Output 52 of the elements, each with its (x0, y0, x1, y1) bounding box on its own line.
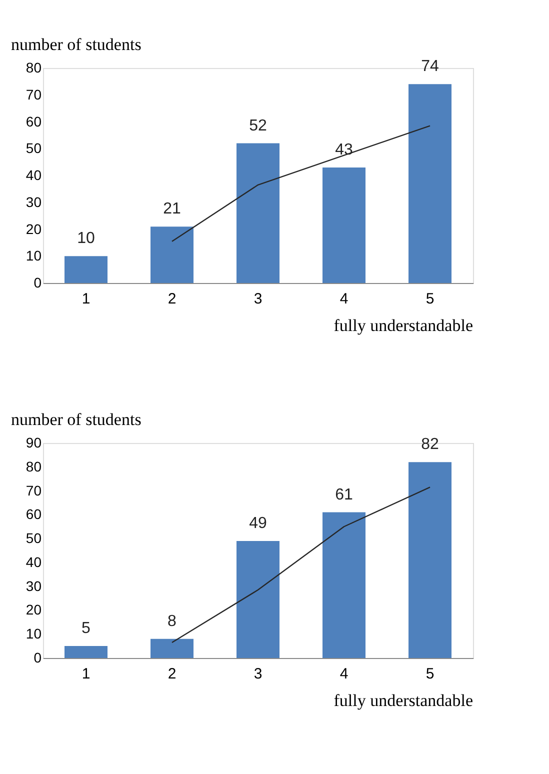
x-tick-label: 2 (168, 666, 176, 682)
data-label: 74 (421, 58, 439, 76)
y-tick-label: 10 (26, 248, 42, 264)
y-tick-label: 90 (26, 434, 42, 450)
y-tick-label: 60 (26, 506, 42, 522)
bar (64, 646, 108, 658)
y-tick-label: 0 (34, 274, 42, 290)
y-tick-label: 0 (34, 650, 42, 666)
y-axis-title: number of students (11, 35, 142, 54)
bar (408, 84, 452, 283)
data-label: 21 (163, 200, 181, 218)
y-axis-title: number of students (11, 410, 142, 429)
x-axis-title: fully understandable (334, 316, 473, 335)
x-tick-label: 5 (426, 666, 434, 682)
y-tick-label: 80 (26, 60, 42, 76)
x-axis-title: fully understandable (334, 691, 473, 710)
x-tick-label: 3 (254, 290, 262, 308)
y-tick-label: 20 (26, 220, 42, 237)
bar (236, 143, 280, 283)
bar (408, 462, 452, 658)
x-tick-label: 4 (340, 290, 348, 308)
y-tick-label: 70 (26, 482, 42, 498)
data-label: 8 (168, 612, 177, 630)
bar (150, 638, 194, 658)
y-tick-label: 40 (26, 167, 42, 183)
y-tick-label: 20 (26, 602, 42, 618)
bar (236, 540, 280, 658)
y-tick-label: 40 (26, 554, 42, 570)
y-tick-label: 30 (26, 194, 42, 210)
x-tick-label: 5 (426, 290, 434, 308)
data-label: 10 (77, 230, 95, 248)
data-label: 82 (421, 436, 439, 454)
bar (150, 226, 194, 283)
y-tick-label: 60 (26, 113, 42, 130)
y-tick-label: 30 (26, 578, 42, 594)
x-tick-label: 4 (340, 666, 348, 682)
data-label: 49 (249, 514, 267, 532)
bar (64, 256, 108, 283)
bar (322, 512, 366, 658)
y-tick-label: 10 (26, 626, 42, 642)
data-label: 61 (335, 486, 353, 504)
x-tick-label: 1 (82, 290, 90, 308)
x-tick-label: 1 (82, 666, 90, 682)
data-label: 52 (249, 117, 267, 134)
y-tick-label: 80 (26, 458, 42, 474)
y-tick-label: 50 (26, 530, 42, 546)
data-label: 5 (82, 620, 91, 638)
y-tick-label: 50 (26, 140, 42, 156)
x-tick-label: 3 (254, 666, 262, 682)
y-tick-label: 70 (26, 86, 42, 102)
bar (322, 167, 366, 283)
x-tick-label: 2 (168, 290, 176, 308)
